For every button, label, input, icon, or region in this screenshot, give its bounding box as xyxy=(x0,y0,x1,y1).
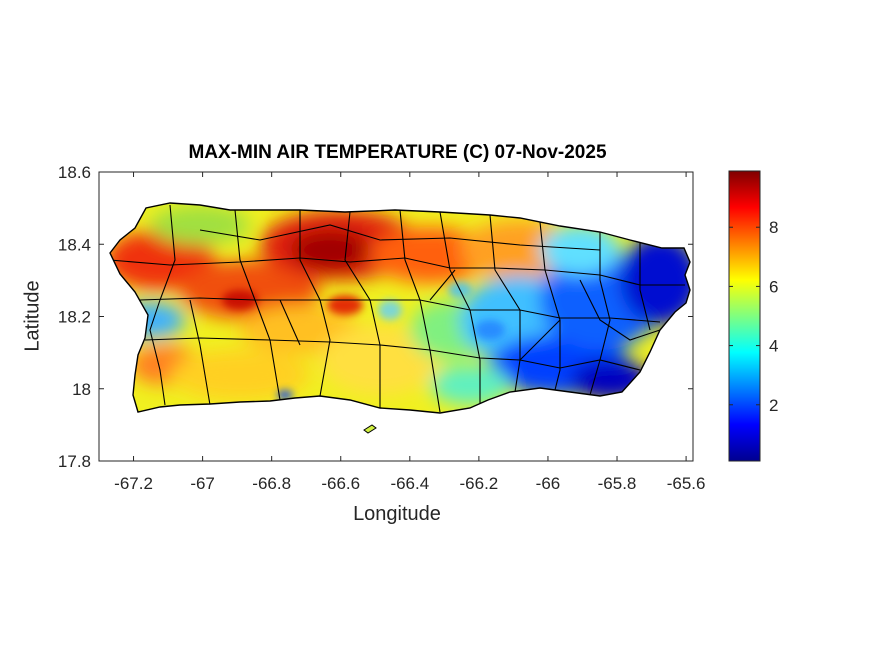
x-tick-label: -66.6 xyxy=(321,474,360,493)
island-outline xyxy=(109,202,691,414)
x-axis-ticks: -67.2 -67 -66.8 -66.6 -66.4 -66.2 -66 -65.8 -65.… xyxy=(114,172,705,493)
x-tick-label: -65.8 xyxy=(598,474,637,493)
colorbar-tick-label: 6 xyxy=(769,277,778,296)
municipality-boundaries xyxy=(110,204,685,413)
x-tick-label: -67.2 xyxy=(114,474,153,493)
y-axis-ticks: 18.6 18.4 18.2 18 17.8 xyxy=(58,163,693,471)
map-title: MAX-MIN AIR TEMPERATURE (C) 07-Nov-2025 xyxy=(188,142,607,163)
y-tick-label: 17.8 xyxy=(58,452,91,471)
y-tick-label: 18.2 xyxy=(58,308,91,327)
islet xyxy=(363,424,377,434)
colorbar-ticks: 8 6 4 2 xyxy=(729,218,778,415)
x-tick-label: -66.2 xyxy=(460,474,499,493)
x-tick-label: -65.6 xyxy=(667,474,706,493)
x-axis-label: Longitude xyxy=(353,503,441,525)
x-tick-label: -66.8 xyxy=(252,474,291,493)
x-tick-label: -66 xyxy=(536,474,561,493)
x-tick-label: -67 xyxy=(190,474,215,493)
colorbar-tick-label: 2 xyxy=(769,396,778,415)
colorbar xyxy=(728,170,761,462)
y-axis-label: Latitude xyxy=(21,280,44,352)
y-tick-label: 18.6 xyxy=(58,163,91,182)
y-tick-label: 18 xyxy=(72,380,91,399)
colorbar-tick-label: 4 xyxy=(769,337,778,356)
y-tick-label: 18.4 xyxy=(58,235,91,254)
colorbar-tick-label: 8 xyxy=(769,218,778,237)
x-tick-label: -66.4 xyxy=(390,474,429,493)
